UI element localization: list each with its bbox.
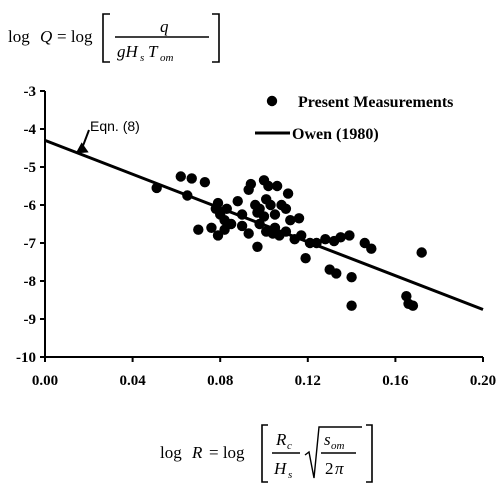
legend-label-measurements: Present Measurements bbox=[298, 94, 453, 111]
data-point bbox=[221, 203, 232, 214]
svg-text:log: log bbox=[160, 443, 182, 462]
svg-text:2: 2 bbox=[325, 459, 334, 478]
svg-text:log: log bbox=[8, 27, 30, 46]
svg-text:T: T bbox=[148, 42, 159, 61]
data-point bbox=[293, 213, 305, 224]
data-point bbox=[212, 197, 224, 209]
legend: Present Measurements Owen (1980) bbox=[255, 94, 453, 143]
data-point bbox=[232, 196, 243, 207]
data-point bbox=[151, 182, 162, 194]
svg-text:s: s bbox=[288, 469, 292, 481]
svg-text:q: q bbox=[160, 17, 169, 36]
x-tick-label: 0.08 bbox=[207, 373, 233, 389]
svg-text:H: H bbox=[273, 459, 288, 478]
data-point bbox=[344, 230, 355, 241]
y-tick-label: -5 bbox=[24, 160, 37, 176]
data-point bbox=[199, 177, 211, 188]
svg-text:π: π bbox=[335, 459, 344, 478]
annotations: Eqn. (8) bbox=[75, 118, 140, 154]
data-point bbox=[263, 180, 274, 192]
x-axis-formula: log R = log R c H s s om 2 π bbox=[160, 424, 373, 483]
data-point bbox=[254, 218, 265, 230]
data-point bbox=[280, 226, 292, 237]
svg-text:om: om bbox=[331, 440, 345, 452]
data-point bbox=[182, 190, 193, 201]
data-point bbox=[311, 237, 322, 249]
annotation-arrow-head bbox=[75, 142, 89, 154]
data-point bbox=[271, 180, 283, 192]
y-tick-label: -9 bbox=[24, 312, 37, 328]
y-tick-label: -4 bbox=[24, 122, 37, 138]
data-point bbox=[346, 272, 357, 283]
data-point bbox=[335, 232, 346, 243]
data-point bbox=[206, 222, 217, 233]
y-tick-label: -8 bbox=[24, 274, 37, 290]
svg-text:om: om bbox=[160, 52, 174, 64]
data-point bbox=[269, 209, 281, 220]
data-point bbox=[416, 247, 427, 258]
axes bbox=[44, 91, 483, 358]
svg-text:R: R bbox=[191, 443, 203, 462]
data-point bbox=[269, 222, 281, 233]
svg-text:= log: = log bbox=[209, 443, 245, 462]
data-point bbox=[285, 215, 296, 226]
data-point bbox=[282, 188, 294, 199]
data-point bbox=[236, 209, 248, 220]
data-point bbox=[296, 230, 307, 241]
data-point bbox=[193, 224, 204, 235]
y-axis-ticks: -3 -4 -5 -6 -7 -8 -9 -10 bbox=[16, 84, 45, 366]
y-axis-formula: log Q = log q gH s T om bbox=[8, 13, 220, 64]
x-tick-label: 0.12 bbox=[295, 373, 321, 389]
data-point bbox=[366, 243, 377, 254]
svg-text:s: s bbox=[324, 430, 331, 449]
x-axis-ticks: 0.00 0.04 0.08 0.12 0.16 0.20 bbox=[32, 357, 496, 389]
svg-text:c: c bbox=[287, 440, 292, 452]
x-tick-label: 0.16 bbox=[382, 373, 409, 389]
data-point bbox=[280, 203, 292, 214]
svg-text:R: R bbox=[275, 430, 287, 449]
data-point bbox=[186, 173, 197, 184]
data-point bbox=[300, 253, 311, 264]
data-point bbox=[254, 203, 265, 214]
legend-label-owen: Owen (1980) bbox=[292, 126, 379, 143]
data-point bbox=[243, 228, 254, 239]
annotation-label: Eqn. (8) bbox=[90, 118, 140, 134]
x-tick-label: 0.04 bbox=[119, 373, 146, 389]
svg-text:Q: Q bbox=[40, 27, 52, 46]
x-tick-label: 0.20 bbox=[470, 373, 496, 389]
data-point bbox=[245, 178, 257, 190]
data-point bbox=[236, 220, 248, 232]
svg-text:= log: = log bbox=[57, 27, 93, 46]
y-tick-label: -7 bbox=[24, 236, 37, 252]
data-points bbox=[151, 171, 427, 311]
x-tick-label: 0.00 bbox=[32, 373, 58, 389]
data-point bbox=[346, 300, 357, 311]
legend-marker-point bbox=[266, 95, 278, 107]
data-point bbox=[407, 300, 419, 311]
svg-text:s: s bbox=[140, 52, 144, 64]
data-point bbox=[252, 241, 263, 252]
y-tick-label: -6 bbox=[24, 198, 37, 214]
data-point bbox=[175, 171, 186, 182]
data-point bbox=[320, 234, 331, 245]
y-tick-label: -10 bbox=[16, 350, 36, 366]
y-tick-label: -3 bbox=[24, 84, 37, 100]
svg-text:gH: gH bbox=[117, 42, 140, 61]
data-point bbox=[258, 211, 270, 222]
data-point bbox=[331, 268, 342, 279]
data-point bbox=[265, 199, 276, 211]
data-point bbox=[225, 218, 237, 230]
